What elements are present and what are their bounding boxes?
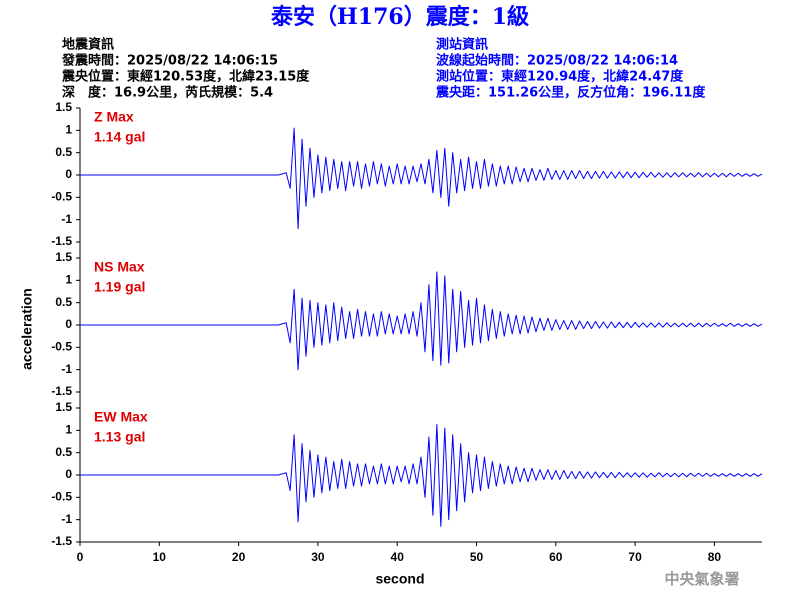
footer: 中央氣象署 xyxy=(664,570,739,588)
y-tick-label: 1 xyxy=(65,123,72,137)
peak-label: 1.14 gal xyxy=(94,129,145,145)
y-tick-label: -1 xyxy=(61,512,72,526)
x-tick-label: 70 xyxy=(628,550,642,564)
waveform xyxy=(80,271,763,371)
event-info: 地震資訊 xyxy=(62,37,114,53)
station-info: 測站資訊 xyxy=(436,37,488,53)
station-info: 波線起始時間：2025/08/22 14:06:14 xyxy=(436,53,678,69)
x-tick-label: 60 xyxy=(549,550,563,564)
x-tick-label: 30 xyxy=(311,550,325,564)
y-tick-label: -0.5 xyxy=(51,340,72,354)
component-label: NS Max xyxy=(94,259,145,275)
station-info: 測站位置：東經120.94度，北緯24.47度 xyxy=(436,69,684,85)
y-tick-label: -1.5 xyxy=(51,234,72,248)
component-label: Z Max xyxy=(94,109,134,125)
x-tick-label: 50 xyxy=(470,550,484,564)
component-label: EW Max xyxy=(94,409,148,425)
y-tick-label: 1 xyxy=(65,273,72,287)
y-tick-label: 0.5 xyxy=(55,295,72,309)
y-tick-label: -1 xyxy=(61,362,72,376)
peak-label: 1.19 gal xyxy=(94,279,145,295)
chart-title: 泰安（H176）震度：1級 xyxy=(270,4,529,30)
x-tick-label: 40 xyxy=(391,550,405,564)
y-tick-label: 0 xyxy=(65,317,72,331)
waveform xyxy=(80,127,763,230)
peak-label: 1.13 gal xyxy=(94,429,145,445)
y-tick-label: 0.5 xyxy=(55,145,72,159)
x-tick-label: 80 xyxy=(708,550,722,564)
y-tick-label: -1.5 xyxy=(51,384,72,398)
x-tick-label: 10 xyxy=(153,550,167,564)
y-axis-label: acceleration xyxy=(19,288,35,370)
y-tick-label: -1 xyxy=(61,212,72,226)
event-info: 深 度：16.9公里，芮氏規模：5.4 xyxy=(62,85,273,101)
y-tick-label: 1.5 xyxy=(55,100,72,114)
station-info: 震央距：151.26公里，反方位角：196.11度 xyxy=(435,85,706,101)
y-tick-label: 1 xyxy=(65,423,72,437)
y-tick-label: 0 xyxy=(65,467,72,481)
y-tick-label: -1.5 xyxy=(51,534,72,548)
y-tick-label: 0.5 xyxy=(55,445,72,459)
x-tick-label: 20 xyxy=(232,550,246,564)
x-axis-label: second xyxy=(375,571,424,587)
event-info: 震央位置：東經120.53度，北緯23.15度 xyxy=(61,69,310,85)
waveform xyxy=(80,424,763,527)
y-tick-label: -0.5 xyxy=(51,190,72,204)
y-tick-label: 0 xyxy=(65,167,72,181)
y-tick-label: -0.5 xyxy=(51,490,72,504)
y-tick-label: 1.5 xyxy=(55,400,72,414)
x-tick-label: 0 xyxy=(77,550,84,564)
event-info: 發震時間：2025/08/22 14:06:15 xyxy=(61,53,278,69)
y-tick-label: 1.5 xyxy=(55,250,72,264)
